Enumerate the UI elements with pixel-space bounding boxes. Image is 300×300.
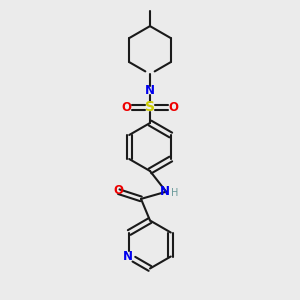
Text: O: O bbox=[113, 184, 124, 197]
Text: O: O bbox=[122, 101, 132, 114]
Text: O: O bbox=[168, 101, 178, 114]
Text: N: N bbox=[123, 250, 133, 263]
Text: N: N bbox=[145, 84, 155, 97]
Text: H: H bbox=[171, 188, 178, 198]
Text: N: N bbox=[160, 184, 170, 198]
Text: S: S bbox=[145, 100, 155, 114]
